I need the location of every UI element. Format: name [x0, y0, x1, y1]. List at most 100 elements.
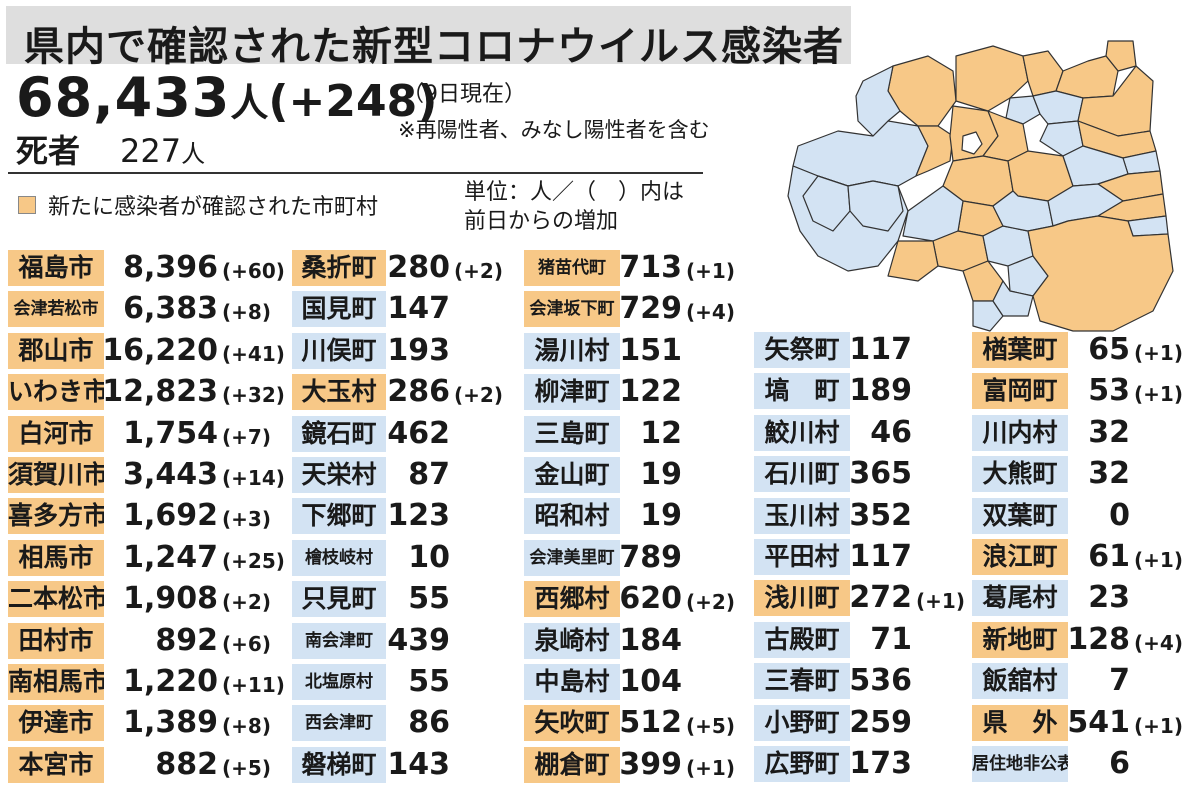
case-count: 16,220: [102, 332, 218, 368]
case-count: 6: [1109, 746, 1130, 781]
case-count: 61: [1088, 539, 1130, 574]
municipality-row: 天栄村 87: [292, 457, 522, 493]
municipality-name: 柳津町: [524, 374, 620, 411]
case-count: 259: [849, 704, 912, 740]
map-region-hanawa: [972, 300, 1004, 332]
municipality-row: 飯舘村 7: [972, 663, 1200, 700]
case-count: 193: [387, 332, 450, 368]
case-count: 189: [849, 373, 912, 409]
municipality-name: 双葉町: [972, 497, 1068, 534]
municipality-row: 南相馬市 1,220 (+11): [8, 664, 285, 700]
municipality-name: 玉川村: [754, 497, 850, 534]
case-count: 882: [155, 746, 218, 782]
municipality-row: 双葉町 0: [972, 497, 1200, 534]
municipality-name: 只見町: [292, 581, 386, 618]
case-count: 7: [1109, 663, 1130, 699]
municipality-name: 昭和村: [524, 498, 620, 535]
municipality-name: 南会津町: [292, 622, 386, 659]
deaths-label: 死者: [16, 132, 81, 170]
case-count: 1,389: [123, 705, 218, 741]
municipality-row: 国見町 147: [292, 291, 522, 328]
municipality-row: 小野町 259: [754, 704, 984, 741]
municipality-row: 福島市 8,396 (+60): [8, 250, 285, 286]
case-count: 462: [387, 415, 450, 451]
municipality-name: 田村市: [8, 622, 104, 659]
municipality-name: 塙 町: [754, 373, 850, 410]
inclusion-note: ※再陽性者、みなし陽性者を含む: [398, 118, 710, 142]
municipality-name: 中島村: [524, 664, 620, 700]
case-count: 536: [849, 663, 912, 699]
case-count: 280: [387, 250, 450, 285]
municipality-name: 小野町: [754, 704, 850, 741]
municipality-name: 桑折町: [292, 250, 386, 286]
case-count: 10: [408, 539, 450, 575]
municipality-row: 相馬市 1,247 (+25): [8, 539, 285, 576]
case-count: 104: [619, 664, 682, 699]
case-count: 272: [849, 580, 912, 616]
total-count: 68,433: [16, 66, 231, 129]
municipality-name: 西会津町: [292, 705, 386, 742]
municipality-row: いわき市 12,823 (+32): [8, 374, 285, 411]
municipality-row: 田村市 892 (+6): [8, 622, 271, 659]
case-count: 8,396: [123, 250, 218, 285]
municipality-name: 西郷村: [524, 581, 620, 618]
municipality-row: 平田村 117: [754, 539, 984, 575]
municipality-row: 大熊町 32: [972, 456, 1200, 493]
case-count: 789: [619, 539, 682, 575]
unit-note-line2: 前日からの増加: [464, 209, 619, 234]
municipality-name: 会津若松市: [8, 291, 104, 328]
municipality-row: 石川町 365: [754, 456, 984, 493]
case-count: 32: [1088, 414, 1130, 450]
map-region-kitashiobara: [855, 65, 901, 137]
municipality-name: 南相馬市: [8, 664, 104, 700]
case-count: 729: [619, 291, 682, 327]
case-delta: (+2): [222, 590, 271, 615]
municipality-name: 川俣町: [292, 332, 386, 369]
municipality-row: 塙 町 189: [754, 373, 984, 410]
municipality-row: 只見町 55: [292, 581, 522, 618]
municipality-row: 川俣町 193: [292, 332, 522, 369]
municipality-name: 下郷町: [292, 498, 386, 535]
municipality-row: 新地町 128 (+4): [972, 621, 1200, 658]
map-region-iitate: [1032, 90, 1084, 125]
municipality-row: 会津美里町 789: [524, 539, 754, 576]
case-delta: (+1): [1134, 548, 1183, 572]
case-delta: (+1): [916, 589, 965, 614]
municipality-row: 伊達市 1,389 (+8): [8, 705, 271, 742]
case-count: 286: [387, 374, 450, 410]
case-count: 55: [408, 581, 450, 617]
case-count: 6,383: [123, 291, 218, 327]
case-delta: (+60): [222, 259, 285, 283]
municipality-row: 昭和村 19: [524, 498, 754, 535]
municipality-row: 桑折町 280 (+2): [292, 250, 522, 286]
case-delta: (+14): [222, 466, 285, 490]
case-delta: (+5): [222, 755, 271, 780]
map-region-iwaki: [1027, 215, 1174, 332]
case-count: 541: [1067, 704, 1130, 740]
page-title: 県内で確認された新型コロナウイルス感染者: [24, 24, 844, 70]
case-count: 1,247: [123, 539, 218, 575]
case-count: 53: [1088, 373, 1130, 409]
municipality-row: 川内村 32: [972, 414, 1200, 451]
deaths-count: 227: [120, 132, 182, 170]
municipality-row: 中島村 104: [524, 664, 754, 700]
case-count: 12: [640, 415, 682, 451]
municipality-name: 大熊町: [972, 456, 1068, 493]
municipality-row: 白河市 1,754 (+7): [8, 415, 271, 452]
case-delta: (+1): [1134, 341, 1183, 365]
case-count: 128: [1067, 621, 1130, 657]
municipality-row: 矢吹町 512 (+5): [524, 705, 754, 742]
municipality-row: 浅川町 272 (+1): [754, 580, 984, 617]
municipality-row: 泉崎村 184: [524, 622, 754, 659]
municipality-name: 三島町: [524, 415, 620, 452]
municipality-row: 三春町 536: [754, 663, 984, 700]
case-count: 713: [619, 250, 682, 285]
municipality-name: 二本松市: [8, 581, 104, 618]
municipality-row: 大玉村 286 (+2): [292, 374, 522, 411]
municipality-name: 泉崎村: [524, 622, 620, 659]
municipality-name: 富岡町: [972, 373, 1068, 410]
case-delta: (+2): [686, 590, 735, 615]
case-count: 86: [408, 705, 450, 741]
municipality-name: 古殿町: [754, 621, 850, 658]
as-of-date: （9日現在）: [402, 82, 526, 107]
